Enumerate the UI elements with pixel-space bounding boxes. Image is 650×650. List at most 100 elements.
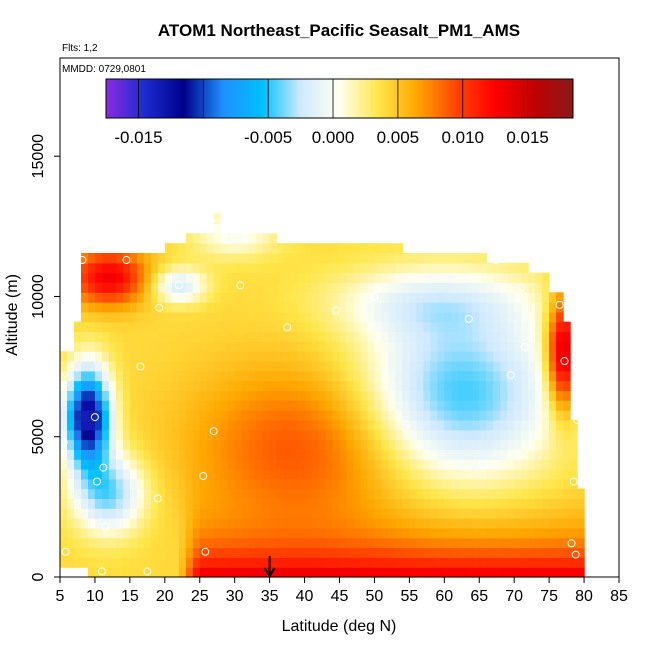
heatmap-cell <box>325 380 334 391</box>
heatmap-cell <box>290 537 299 549</box>
heatmap-cell <box>74 370 82 382</box>
heatmap-cell <box>465 341 473 352</box>
heatmap-cell <box>143 361 152 372</box>
heatmap-cell <box>479 361 487 372</box>
heatmap-cell <box>60 537 68 549</box>
heatmap-cell <box>81 410 89 421</box>
heatmap-cell <box>514 302 522 313</box>
heatmap-cell <box>164 547 173 558</box>
heatmap-cell <box>395 478 403 490</box>
heatmap-cell <box>241 331 250 342</box>
heatmap-cell <box>150 272 159 283</box>
heatmap-cell <box>262 429 271 441</box>
heatmap-cell <box>437 508 445 519</box>
heatmap-cell <box>437 419 445 431</box>
heatmap-cell <box>74 518 82 529</box>
heatmap-cell <box>507 518 515 529</box>
heatmap-cell <box>549 331 557 342</box>
heatmap-cell <box>346 488 355 499</box>
heatmap-cell <box>255 557 264 568</box>
heatmap-cell <box>318 351 327 362</box>
heatmap-cell <box>556 380 564 391</box>
heatmap-cell <box>451 429 459 441</box>
heatmap-cell <box>262 282 271 293</box>
heatmap-cell <box>276 390 285 401</box>
heatmap-cell <box>465 321 473 333</box>
x-tick-label: 40 <box>296 588 314 605</box>
heatmap-cell <box>143 547 152 558</box>
heatmap-cell <box>493 311 501 323</box>
heatmap-cell <box>164 518 173 529</box>
heatmap-cell <box>402 262 410 274</box>
heatmap-cell <box>129 262 138 274</box>
heatmap-cell <box>479 557 487 568</box>
heatmap-cell <box>213 488 222 499</box>
heatmap-cell <box>255 361 264 372</box>
heatmap-cell <box>241 311 250 323</box>
heatmap-cell <box>81 390 89 401</box>
heatmap-cell <box>122 331 131 342</box>
heatmap-cell <box>115 341 124 352</box>
heatmap-cell <box>465 488 473 499</box>
heatmap-cell <box>465 449 473 460</box>
heatmap-cell <box>458 429 466 441</box>
heatmap-cell <box>318 262 327 274</box>
heatmap-cell <box>472 380 480 391</box>
heatmap-cell <box>451 341 459 352</box>
heatmap-cell <box>213 527 222 539</box>
heatmap-cell <box>115 311 124 323</box>
heatmap-cell <box>416 419 424 431</box>
heatmap-cell <box>472 390 480 401</box>
heatmap-cell <box>318 370 327 382</box>
heatmap-cell <box>360 419 369 431</box>
heatmap-cell <box>423 459 431 470</box>
heatmap-cell <box>74 439 82 450</box>
heatmap-cell <box>549 429 557 441</box>
heatmap-cell <box>542 498 550 509</box>
heatmap-cell <box>304 321 313 333</box>
observation-marker <box>90 413 99 422</box>
heatmap-cell <box>178 370 187 382</box>
heatmap-cell <box>269 331 278 342</box>
heatmap-cell <box>570 449 578 460</box>
heatmap-cell <box>395 498 403 509</box>
heatmap-cell <box>192 410 201 421</box>
heatmap-cell <box>108 557 117 568</box>
heatmap-cell <box>437 410 445 421</box>
heatmap-cell <box>129 459 138 470</box>
heatmap-cell <box>234 567 243 578</box>
heatmap-cell <box>444 380 452 391</box>
heatmap-cell <box>94 459 103 470</box>
heatmap-cell <box>437 518 445 529</box>
heatmap-cell <box>220 282 229 293</box>
heatmap-cell <box>535 527 543 539</box>
heatmap-cell <box>367 518 376 529</box>
heatmap-cell <box>157 272 166 283</box>
heatmap-cell <box>430 292 438 303</box>
heatmap-cell <box>381 311 389 323</box>
x-tick-label: 60 <box>435 588 453 605</box>
heatmap-cell <box>88 341 96 352</box>
heatmap-cell <box>430 449 438 460</box>
heatmap-cell <box>556 331 564 342</box>
heatmap-cell <box>192 292 201 303</box>
heatmap-cell <box>486 478 494 490</box>
heatmap-cell <box>521 498 529 509</box>
heatmap-cell <box>346 341 355 352</box>
heatmap-cell <box>486 341 494 352</box>
heatmap-cell <box>150 302 159 313</box>
heatmap-cell <box>465 508 473 519</box>
x-axis-label: Latitude (deg N) <box>282 618 397 635</box>
heatmap-cell <box>451 518 459 529</box>
heatmap-cell <box>143 341 152 352</box>
heatmap-cell <box>220 478 229 490</box>
heatmap-cell <box>304 498 313 509</box>
heatmap-cell <box>479 518 487 529</box>
heatmap-cell <box>164 361 173 372</box>
heatmap-cell <box>88 518 96 529</box>
heatmap-cell <box>563 439 571 450</box>
heatmap-cell <box>325 547 334 558</box>
heatmap-cell <box>206 547 215 558</box>
heatmap-cell <box>416 439 424 450</box>
heatmap-cell <box>570 508 578 519</box>
